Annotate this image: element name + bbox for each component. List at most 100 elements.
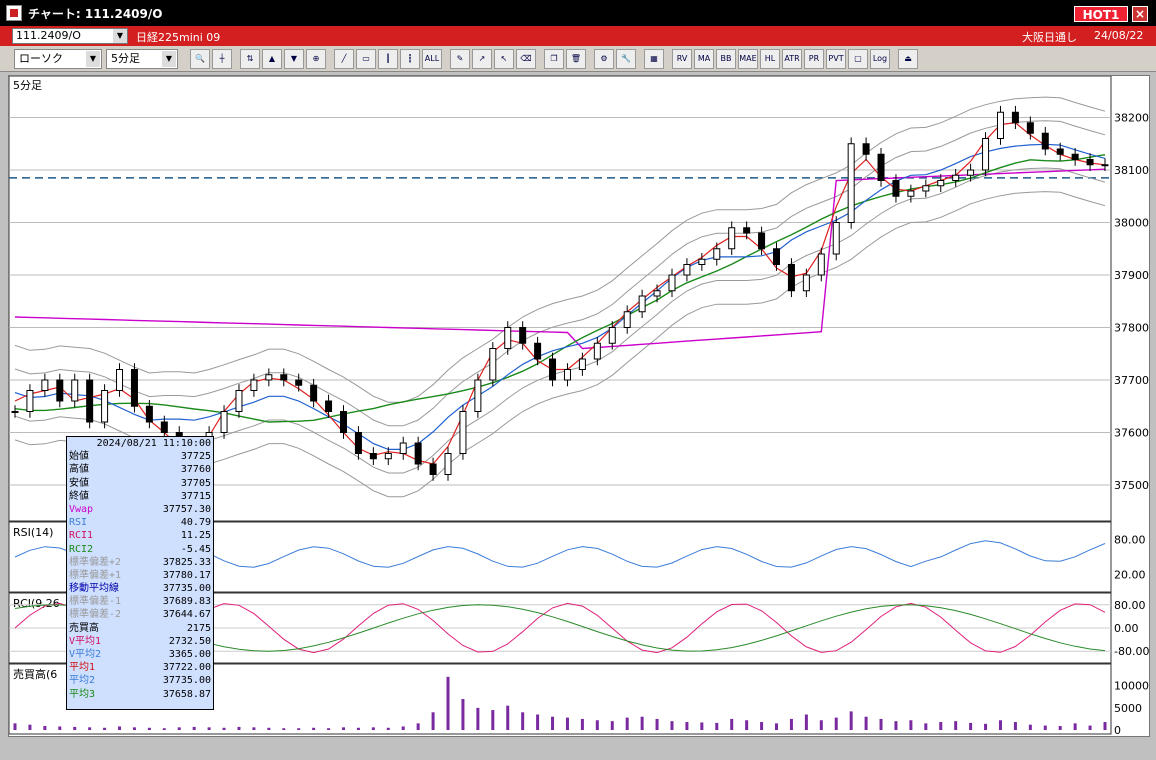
candle-body bbox=[384, 453, 392, 460]
volume-bar bbox=[416, 723, 420, 730]
volume-bar bbox=[864, 716, 868, 730]
toolbar-rv-button[interactable]: RV bbox=[672, 49, 692, 69]
toolbar-pvt-button[interactable]: PVT bbox=[826, 49, 846, 69]
pvt-icon: PVT bbox=[828, 54, 844, 63]
popup-row-value: 37658.87 bbox=[162, 688, 211, 700]
toolbar-copy-button[interactable]: ❐ bbox=[544, 49, 564, 69]
chart-type-select[interactable]: ローソク ▼ bbox=[14, 49, 102, 69]
candle-body bbox=[116, 369, 124, 391]
toolbar-pr-button[interactable]: PR bbox=[804, 49, 824, 69]
toolbar-hl-button[interactable]: HL bbox=[760, 49, 780, 69]
candle-body bbox=[145, 405, 153, 423]
toolbar-cand1-button[interactable]: ┃ bbox=[378, 49, 398, 69]
toolbar-pen-button[interactable]: ✎ bbox=[450, 49, 470, 69]
toolbar-zoom-button[interactable]: ⊕ bbox=[306, 49, 326, 69]
rsi-tick-label: 80.00 bbox=[1114, 534, 1146, 547]
toolbar-bb-button[interactable]: BB bbox=[716, 49, 736, 69]
period-select[interactable]: 5分足 ▼ bbox=[106, 49, 178, 69]
toolbar-atr-button[interactable]: ATR bbox=[782, 49, 802, 69]
candle-body bbox=[1101, 164, 1109, 167]
candle-body bbox=[563, 369, 571, 381]
volume-bar bbox=[162, 728, 166, 730]
candle-body bbox=[474, 379, 482, 412]
eraser-icon: ⌫ bbox=[520, 54, 532, 63]
popup-row: 高値 37760 bbox=[67, 463, 213, 476]
candle-body bbox=[160, 421, 168, 433]
cand2-icon: ┇ bbox=[407, 54, 413, 63]
popup-row: 終値 37715 bbox=[67, 490, 213, 503]
toolbar-all-button[interactable]: ALL bbox=[422, 49, 442, 69]
chevron-down-icon[interactable]: ▼ bbox=[113, 29, 127, 43]
close-button[interactable]: × bbox=[1132, 6, 1148, 22]
popup-row: 標準偏差-2 37644.67 bbox=[67, 608, 213, 621]
all-icon: ALL bbox=[424, 54, 440, 63]
toolbar-arrow-button[interactable]: ↗ bbox=[472, 49, 492, 69]
volume-bar bbox=[252, 727, 256, 730]
volume-bar bbox=[521, 712, 525, 730]
candle-body bbox=[339, 411, 347, 433]
candle-body bbox=[310, 384, 318, 402]
popup-row: 平均3 37658.87 bbox=[67, 688, 213, 701]
volume-bar bbox=[103, 727, 107, 730]
toolbar-wrench-button[interactable]: 🔧 bbox=[616, 49, 636, 69]
volume-bar bbox=[88, 727, 92, 730]
popup-row: RCI2 -5.45 bbox=[67, 543, 213, 556]
toolbar-ma-button[interactable]: MA bbox=[694, 49, 714, 69]
bollinger-band-line bbox=[14, 96, 1106, 403]
toolbar-log-button[interactable]: Log bbox=[870, 49, 890, 69]
popup-row: 標準偏差-1 37689.83 bbox=[67, 595, 213, 608]
popup-row-value: 2732.50 bbox=[168, 635, 211, 647]
volume-bar bbox=[715, 722, 719, 730]
candle-body bbox=[952, 174, 960, 181]
candle-body bbox=[832, 222, 840, 255]
toolbar-buy-button[interactable]: ▲ bbox=[262, 49, 282, 69]
popup-row-value: 2175 bbox=[186, 622, 211, 634]
candle-body bbox=[758, 232, 766, 250]
toolbar-settings-button[interactable]: ⚙ bbox=[594, 49, 614, 69]
candle-body bbox=[325, 400, 333, 412]
bollinger-band-line bbox=[14, 120, 1106, 427]
toolbar-line-button[interactable]: ╱ bbox=[334, 49, 354, 69]
toolbar-search-button[interactable]: 🔍 bbox=[190, 49, 210, 69]
toolbar-frame-button[interactable]: ▢ bbox=[848, 49, 868, 69]
ohlc-info-popup: 2024/08/21 11:10:00 始値 37725 高値 37760 安値 3770… bbox=[66, 436, 214, 710]
volume-bar bbox=[894, 721, 898, 730]
popup-row-value: 37780.17 bbox=[162, 569, 211, 581]
toolbar-cand2-button[interactable]: ┇ bbox=[400, 49, 420, 69]
toolbar-up-down-button[interactable]: ⇅ bbox=[240, 49, 260, 69]
volume-bar bbox=[924, 723, 928, 730]
volume-bar bbox=[267, 727, 271, 730]
volume-bar bbox=[580, 718, 584, 730]
popup-row: 安値 37705 bbox=[67, 477, 213, 490]
symbol-code: 111.2409/O bbox=[16, 29, 81, 42]
candle-body bbox=[86, 379, 94, 423]
hot-button[interactable]: HOT1 bbox=[1074, 6, 1128, 22]
toolbar-sell-button[interactable]: ▼ bbox=[284, 49, 304, 69]
volume-bar bbox=[506, 705, 510, 730]
chevron-down-icon[interactable]: ▼ bbox=[86, 51, 100, 67]
popup-row: Vwap 37757.30 bbox=[67, 503, 213, 516]
toolbar-eraser-button[interactable]: ⌫ bbox=[516, 49, 536, 69]
popup-row-label: 平均1 bbox=[69, 662, 96, 674]
candle-body bbox=[11, 411, 19, 413]
candle-body bbox=[26, 390, 34, 412]
toolbar-exit-button[interactable]: ⏏ bbox=[898, 49, 918, 69]
volume-bar bbox=[565, 717, 569, 730]
symbol-code-select[interactable]: 111.2409/O ▼ bbox=[12, 28, 128, 44]
toolbar-pointer-button[interactable]: ↖ bbox=[494, 49, 514, 69]
volume-bar bbox=[1088, 725, 1092, 730]
copy-icon: ❐ bbox=[550, 54, 558, 63]
toolbar-trash-button[interactable]: 🗑 bbox=[566, 49, 586, 69]
candle-body bbox=[698, 258, 706, 265]
toolbar-crosshair-button[interactable]: ┼ bbox=[212, 49, 232, 69]
price-tick-label: 38100 bbox=[1114, 164, 1149, 177]
toolbar-palette-button[interactable]: ▦ bbox=[644, 49, 664, 69]
candle-body bbox=[1026, 122, 1034, 134]
chevron-down-icon[interactable]: ▼ bbox=[162, 51, 176, 67]
volume-bar bbox=[13, 723, 17, 730]
toolbar-gray-button[interactable]: ▭ bbox=[356, 49, 376, 69]
popup-row-label: V平均1 bbox=[69, 635, 102, 647]
candle-body bbox=[280, 374, 288, 381]
toolbar-mae-button[interactable]: MAE bbox=[738, 49, 758, 69]
candle-body bbox=[71, 379, 79, 402]
